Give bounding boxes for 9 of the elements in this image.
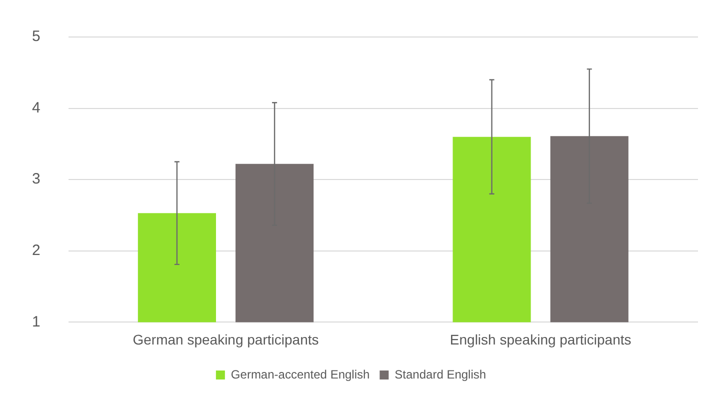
y-tick-label: 3 <box>32 170 40 188</box>
legend-label: Standard English <box>394 367 486 382</box>
x-tick-label: German speaking participants <box>132 331 319 348</box>
y-tick-label: 2 <box>32 242 40 260</box>
legend-label: German-accented English <box>230 367 370 382</box>
y-tick-label: 1 <box>32 313 40 330</box>
x-tick-label: English speaking participants <box>450 331 632 348</box>
y-tick-label: 5 <box>32 28 40 46</box>
y-tick-label: 4 <box>32 99 40 116</box>
